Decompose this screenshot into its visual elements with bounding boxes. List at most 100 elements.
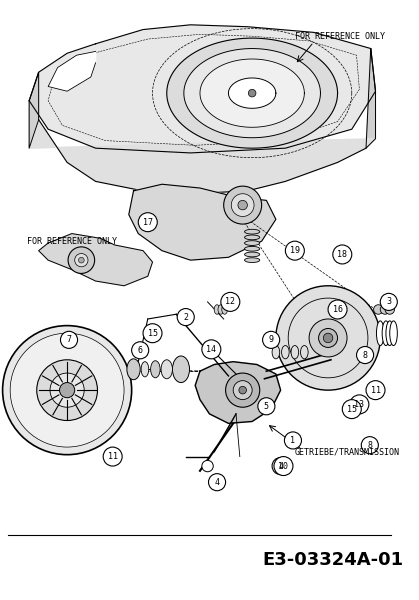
Ellipse shape [161,360,173,379]
Ellipse shape [390,321,397,346]
Ellipse shape [382,321,390,346]
Circle shape [350,395,369,414]
Circle shape [357,346,374,364]
Ellipse shape [245,247,260,251]
Text: 8: 8 [362,350,367,359]
Ellipse shape [300,346,308,359]
Polygon shape [129,184,276,260]
Polygon shape [48,52,96,91]
Text: 10: 10 [279,461,288,470]
Circle shape [276,286,380,390]
Circle shape [274,457,293,476]
Text: 11: 11 [370,386,380,395]
Circle shape [318,328,338,347]
Text: 4: 4 [278,461,283,470]
Text: 9: 9 [269,335,274,344]
Circle shape [385,305,394,314]
Ellipse shape [150,361,160,378]
Circle shape [380,305,390,314]
Circle shape [361,437,378,454]
Circle shape [224,186,261,224]
Text: 15: 15 [147,329,158,338]
Circle shape [380,293,397,310]
Ellipse shape [173,356,189,383]
Polygon shape [29,120,375,194]
Circle shape [323,333,333,343]
Ellipse shape [245,258,260,263]
Polygon shape [29,25,375,153]
Text: 19: 19 [290,246,300,255]
Ellipse shape [282,346,289,359]
Polygon shape [228,78,276,109]
Circle shape [50,373,84,407]
Ellipse shape [386,321,393,346]
Text: 5: 5 [264,402,269,411]
Circle shape [209,473,225,491]
Text: E3-03324A-01: E3-03324A-01 [262,551,403,569]
Polygon shape [200,59,304,127]
Text: 3: 3 [386,298,391,307]
Text: 7: 7 [67,335,72,344]
Text: FOR REFERENCE ONLY: FOR REFERENCE ONLY [295,32,385,41]
Ellipse shape [245,241,260,245]
Circle shape [238,200,247,210]
Circle shape [202,460,213,472]
Ellipse shape [214,305,220,314]
Circle shape [342,400,361,419]
Circle shape [258,398,275,415]
Ellipse shape [222,305,228,314]
Text: 8: 8 [367,440,372,449]
Ellipse shape [245,252,260,257]
Text: 14: 14 [206,345,216,354]
Text: 18: 18 [337,250,347,259]
Text: 1: 1 [290,436,295,445]
Text: 4: 4 [215,478,220,487]
Circle shape [309,319,347,357]
Circle shape [272,458,289,475]
Circle shape [225,373,260,407]
Ellipse shape [141,362,149,377]
Text: 11: 11 [108,452,118,461]
Circle shape [37,360,98,421]
Polygon shape [184,49,321,138]
Text: 15: 15 [347,404,357,413]
Ellipse shape [127,359,140,380]
Circle shape [285,432,302,449]
Circle shape [366,380,385,400]
Ellipse shape [272,346,279,359]
Circle shape [132,342,149,359]
Ellipse shape [376,321,384,346]
Polygon shape [167,38,338,148]
Circle shape [75,254,88,267]
Polygon shape [39,233,153,286]
Text: 16: 16 [333,305,343,314]
Circle shape [3,326,132,455]
Text: 13: 13 [354,400,365,409]
Circle shape [60,331,78,349]
Circle shape [248,89,256,97]
Ellipse shape [218,305,224,314]
Text: 2: 2 [183,313,188,322]
Circle shape [374,305,383,314]
Text: 6: 6 [138,346,143,355]
Circle shape [68,247,95,274]
Text: GETRIEBE/TRANSMISSION: GETRIEBE/TRANSMISSION [295,448,400,457]
Ellipse shape [245,235,260,240]
Circle shape [233,380,252,400]
Circle shape [263,331,279,349]
Text: 17: 17 [143,218,153,227]
Circle shape [10,333,124,447]
Circle shape [231,194,254,217]
Circle shape [143,324,162,343]
Circle shape [78,257,84,263]
Ellipse shape [245,229,260,234]
Circle shape [333,245,352,264]
Circle shape [177,308,194,326]
Text: 12: 12 [225,298,235,307]
Circle shape [285,241,304,260]
Polygon shape [366,49,375,148]
Circle shape [328,300,347,319]
Circle shape [239,386,246,394]
Circle shape [138,213,157,232]
Text: FOR REFERENCE ONLY: FOR REFERENCE ONLY [27,236,117,245]
